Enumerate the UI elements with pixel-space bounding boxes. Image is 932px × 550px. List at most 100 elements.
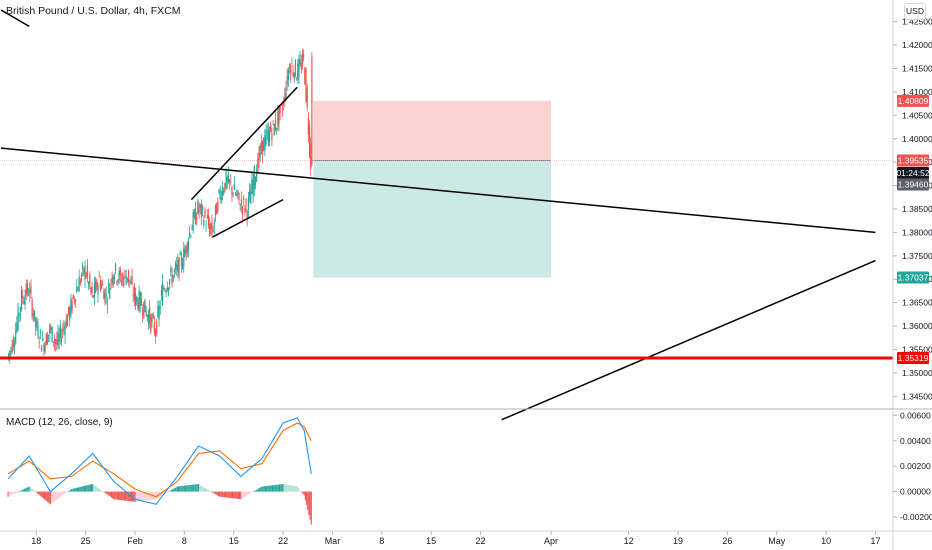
macd-histogram-bar: [294, 486, 296, 492]
macd-line: [7, 417, 312, 505]
candle-body: [286, 76, 288, 85]
macd-histogram-bar: [133, 491, 135, 502]
candle-body: [223, 190, 225, 194]
candle-body: [241, 206, 244, 215]
candle-body: [272, 120, 274, 122]
macd-histogram-bar: [199, 484, 201, 492]
candle-body: [8, 353, 10, 360]
macd-histogram-bar: [147, 491, 149, 501]
macd-histogram-bar: [192, 484, 194, 492]
macd-histogram-bar: [169, 490, 171, 492]
macd-histogram-bar: [251, 491, 254, 493]
candle-body: [25, 283, 27, 296]
candle-body: [113, 276, 116, 280]
candle-body: [163, 288, 165, 290]
price-tick-label: 1.41500: [902, 64, 932, 74]
macd-tick-label: -0.00200: [900, 512, 932, 522]
trend-line[interactable]: [501, 259, 876, 421]
macd-histogram-bar: [8, 491, 10, 497]
macd-histogram-bar: [235, 491, 237, 499]
macd-histogram-bar: [129, 491, 131, 502]
price-tick-label: 1.36000: [902, 321, 932, 331]
candle-body: [40, 345, 43, 352]
candle-body: [233, 184, 235, 190]
macd-histogram-bar: [209, 491, 211, 492]
time-tick-label: 8: [379, 536, 384, 546]
trend-line[interactable]: [0, 9, 30, 28]
candle-body: [149, 307, 151, 324]
candle-body: [256, 170, 258, 182]
macd-histogram-bar: [247, 491, 249, 495]
macd-histogram-bar: [137, 491, 140, 502]
candle-body: [192, 212, 194, 231]
macd-histogram-bar: [243, 491, 245, 498]
macd-histogram-bar: [283, 484, 285, 492]
candle-body: [160, 290, 163, 296]
macd-histogram-bar: [25, 488, 27, 492]
macd-histogram-bar: [110, 491, 113, 498]
trend-line[interactable]: [0, 147, 876, 234]
macd-histogram-bar: [308, 491, 310, 515]
time-tick-label: May: [768, 536, 786, 546]
candle-body: [119, 269, 121, 276]
candle-body: [247, 196, 250, 210]
candle-body: [124, 270, 126, 273]
candle-body: [239, 209, 241, 211]
candle-body: [270, 124, 272, 132]
take-profit-zone[interactable]: [313, 160, 552, 278]
macd-histogram-bar: [224, 491, 227, 498]
macd-histogram-bar: [14, 491, 16, 494]
candle-body: [167, 287, 170, 292]
candle-body: [204, 209, 206, 217]
candle-body: [83, 268, 85, 275]
candle-body: [69, 307, 71, 321]
macd-histogram-bar: [96, 487, 98, 492]
macd-histogram-bar: [275, 484, 277, 492]
trend-line[interactable]: [212, 198, 284, 238]
candle-body: [72, 295, 74, 299]
macd-histogram-bar: [13, 491, 15, 494]
macd-histogram-bar: [105, 491, 107, 494]
macd-histogram-bar: [196, 484, 198, 492]
candle-body: [114, 263, 117, 271]
candle-body: [39, 330, 41, 333]
candle-body: [112, 275, 114, 285]
macd-histogram-bar: [289, 485, 291, 492]
price-badge-current: [897, 178, 929, 191]
macd-histogram-bar: [286, 484, 288, 492]
macd-histogram-bar: [150, 491, 152, 500]
candle-body: [290, 64, 292, 76]
macd-histogram-bar: [208, 490, 210, 492]
macd-histogram-bar: [207, 489, 209, 492]
macd-histogram-bar: [23, 488, 26, 492]
macd-histogram-bar: [161, 491, 163, 496]
macd-histogram-bar: [269, 485, 271, 492]
macd-histogram-bar: [125, 491, 127, 501]
macd-histogram-bar: [62, 491, 64, 495]
macd-histogram-bar: [222, 491, 224, 498]
macd-histogram-bar: [255, 490, 257, 492]
signal-line: [7, 422, 312, 498]
candle-body: [170, 268, 172, 273]
macd-histogram-bar: [270, 485, 272, 492]
stop-loss-zone[interactable]: [313, 100, 552, 161]
macd-histogram-bar: [233, 491, 235, 499]
candle-body: [305, 68, 307, 102]
time-tick-label: 22: [278, 536, 288, 546]
trend-line[interactable]: [190, 86, 298, 201]
candle-body: [78, 276, 80, 292]
candle-body: [263, 138, 265, 152]
macd-histogram-bar: [296, 486, 298, 492]
candle-body: [252, 180, 254, 198]
time-tick-label: Mar: [325, 536, 341, 546]
macd-histogram-bar: [98, 488, 100, 492]
macd-histogram-bar: [195, 484, 197, 492]
macd-histogram-bar: [177, 486, 180, 492]
candle-body: [36, 321, 38, 327]
currency-button[interactable]: USD: [904, 3, 926, 20]
candle-body: [210, 223, 212, 230]
candle-body: [65, 319, 67, 328]
candle-body: [216, 203, 218, 215]
candle-body: [258, 152, 260, 161]
